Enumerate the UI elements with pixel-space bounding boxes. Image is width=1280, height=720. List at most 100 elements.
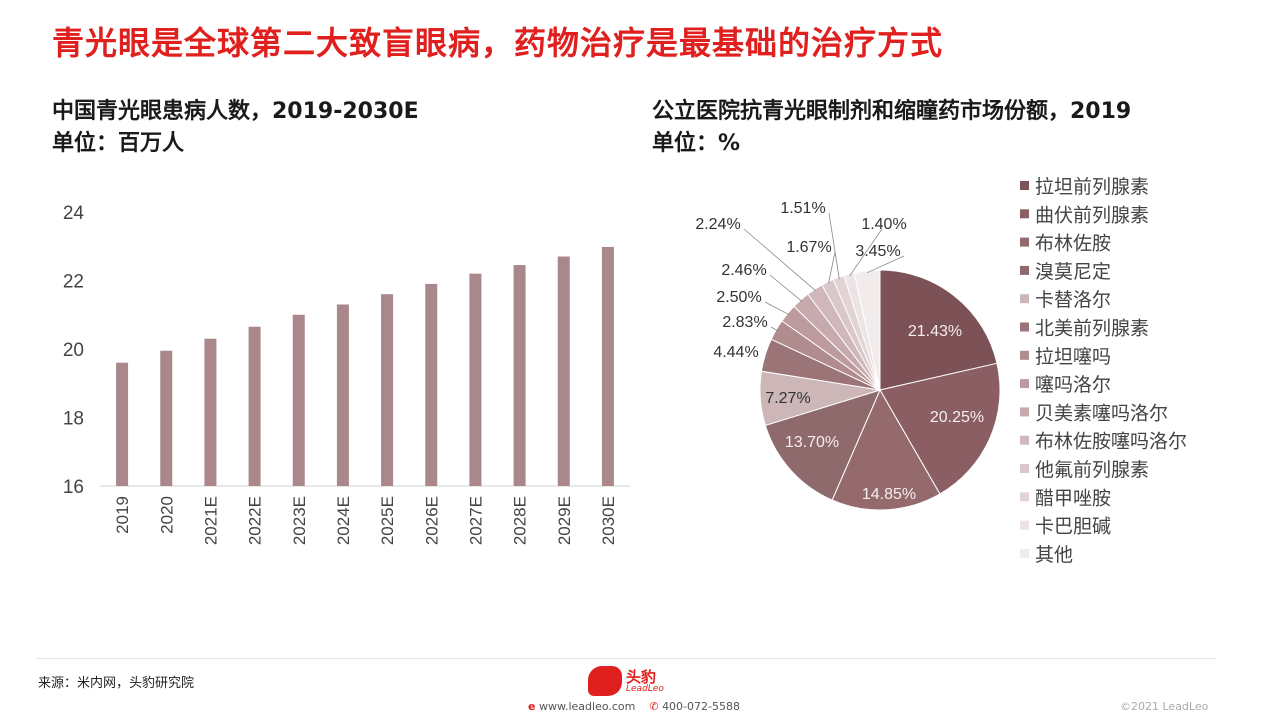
leader-line bbox=[764, 301, 790, 316]
pie-chart-title: 公立医院抗青光眼制剂和缩瞳药市场份额，2019 bbox=[652, 99, 1132, 124]
legend-label: 卡巴胆碱 bbox=[1035, 516, 1111, 538]
page-title: 青光眼是全球第二大致盲眼病，药物治疗是最基础的治疗方式 bbox=[52, 24, 944, 62]
legend-swatch bbox=[1020, 350, 1029, 360]
pie-value-label: 1.67% bbox=[786, 239, 831, 256]
x-tick-label: 2019 bbox=[113, 496, 132, 534]
pie-value-label: 1.40% bbox=[861, 216, 906, 233]
legend-label: 其他 bbox=[1035, 544, 1073, 566]
copyright: ©2021 LeadLeo bbox=[1120, 700, 1209, 713]
legend-label: 拉坦前列腺素 bbox=[1035, 176, 1149, 198]
bar bbox=[425, 283, 438, 486]
x-tick-label: 2025E bbox=[378, 496, 397, 545]
legend-label: 醋甲唑胺 bbox=[1035, 487, 1111, 509]
legend-swatch bbox=[1020, 294, 1029, 304]
footer-divider bbox=[36, 658, 1216, 659]
bar bbox=[116, 362, 129, 486]
x-tick-label: 2027E bbox=[466, 496, 485, 545]
legend-swatch bbox=[1020, 181, 1029, 190]
y-tick-label: 24 bbox=[63, 203, 85, 224]
bar bbox=[160, 350, 173, 486]
phone-number: 400-072-5588 bbox=[662, 700, 740, 713]
y-tick-label: 18 bbox=[63, 409, 84, 430]
bar bbox=[513, 265, 526, 486]
leader-line bbox=[849, 228, 883, 277]
pie-value-label: 4.44% bbox=[713, 344, 758, 361]
y-tick-label: 22 bbox=[63, 272, 84, 293]
pie-value-label: 2.83% bbox=[722, 314, 767, 331]
legend-label: 卡替洛尔 bbox=[1035, 289, 1111, 311]
legend-swatch bbox=[1020, 265, 1029, 275]
x-tick-label: 2023E bbox=[290, 496, 309, 545]
x-tick-label: 2024E bbox=[334, 496, 353, 545]
pie-value-label: 21.43% bbox=[908, 323, 962, 340]
logo-text-cn: 头豹 bbox=[626, 668, 657, 686]
bar-chart-unit: 单位：百万人 bbox=[52, 131, 185, 156]
legend-swatch bbox=[1020, 492, 1029, 502]
x-tick-label: 2026E bbox=[422, 496, 441, 545]
website-link[interactable]: www.leadleo.com bbox=[538, 700, 636, 713]
bar-chart-heading: 中国青光眼患病人数，2019-2030E 单位：百万人 bbox=[52, 96, 419, 160]
web-icon: e bbox=[528, 700, 536, 713]
legend-label: 他氟前列腺素 bbox=[1035, 459, 1149, 481]
contact-info: e www.leadleo.com ✆ 400-072-5588 bbox=[528, 700, 740, 713]
bar bbox=[336, 304, 349, 486]
legend-swatch bbox=[1020, 520, 1029, 530]
y-tick-label: 16 bbox=[63, 477, 84, 498]
legend-label: 溴莫尼定 bbox=[1035, 261, 1111, 283]
x-tick-label: 2022E bbox=[246, 496, 265, 545]
legend-swatch bbox=[1020, 209, 1029, 219]
pie-slice bbox=[879, 269, 998, 391]
bar bbox=[292, 314, 305, 486]
pie-value-label: 14.85% bbox=[862, 486, 916, 503]
leader-line bbox=[770, 326, 779, 332]
legend-swatch bbox=[1020, 407, 1029, 417]
legend-label: 噻吗洛尔 bbox=[1035, 374, 1111, 396]
bar bbox=[204, 338, 217, 486]
pie-slice bbox=[764, 389, 881, 501]
pie-value-label: 13.70% bbox=[785, 434, 839, 451]
legend-label: 布林佐胺噻吗洛尔 bbox=[1035, 431, 1187, 453]
x-tick-label: 2029E bbox=[555, 496, 574, 545]
bar bbox=[557, 256, 570, 486]
pie-value-label: 3.45% bbox=[855, 243, 900, 260]
legend-swatch bbox=[1020, 548, 1029, 558]
legend-swatch bbox=[1020, 464, 1029, 473]
pie-value-label: 20.25% bbox=[930, 409, 984, 426]
pie-value-label: 2.46% bbox=[721, 262, 766, 279]
pie-value-label: 7.27% bbox=[765, 390, 810, 407]
phone-icon: ✆ bbox=[649, 700, 659, 713]
source-note: 来源：米内网，头豹研究院 bbox=[38, 676, 195, 691]
legend-label: 布林佐胺 bbox=[1035, 233, 1111, 255]
x-tick-label: 2028E bbox=[511, 496, 530, 545]
pie-slice bbox=[879, 362, 1001, 495]
legend-label: 贝美素噻吗洛尔 bbox=[1035, 402, 1168, 424]
pie-slice bbox=[831, 388, 941, 511]
x-tick-label: 2020 bbox=[157, 496, 176, 534]
leader-line bbox=[769, 274, 803, 302]
x-tick-label: 2021E bbox=[201, 496, 220, 545]
leader-line bbox=[828, 251, 836, 284]
bar bbox=[381, 294, 394, 486]
legend-swatch bbox=[1020, 322, 1029, 332]
pie-value-label: 1.51% bbox=[780, 200, 825, 217]
bar bbox=[248, 326, 261, 486]
logo-text-en: LeadLeo bbox=[626, 684, 664, 694]
leopard-logo-icon bbox=[588, 666, 622, 696]
pie-value-label: 2.50% bbox=[716, 289, 761, 306]
x-tick-label: 2030E bbox=[599, 496, 618, 545]
leader-line bbox=[743, 228, 817, 292]
legend-swatch bbox=[1020, 379, 1029, 389]
legend-swatch bbox=[1020, 237, 1029, 247]
legend-label: 曲伏前列腺素 bbox=[1035, 204, 1149, 226]
pie-chart-unit: 单位：% bbox=[652, 131, 741, 156]
legend-swatch bbox=[1020, 435, 1029, 445]
legend-label: 北美前列腺素 bbox=[1035, 318, 1149, 340]
pie-value-label: 2.24% bbox=[695, 216, 740, 233]
y-tick-label: 20 bbox=[63, 340, 84, 361]
legend-label: 拉坦噻吗 bbox=[1035, 346, 1111, 368]
pie-chart-heading: 公立医院抗青光眼制剂和缩瞳药市场份额，2019 单位：% bbox=[652, 96, 1131, 160]
bar-chart-title: 中国青光眼患病人数，2019-2030E bbox=[52, 99, 419, 124]
bar bbox=[469, 273, 482, 486]
